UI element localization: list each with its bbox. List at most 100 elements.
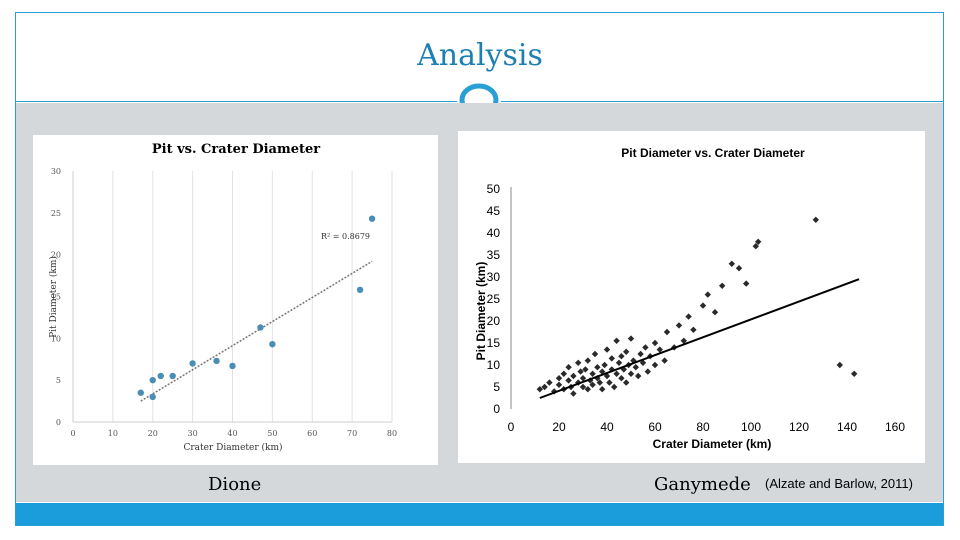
data-point bbox=[601, 361, 608, 369]
data-point bbox=[651, 361, 659, 369]
data-point bbox=[651, 339, 659, 347]
data-point bbox=[149, 376, 156, 384]
y-tick-label: 20 bbox=[487, 314, 501, 328]
data-point bbox=[623, 379, 630, 386]
data-point bbox=[565, 377, 572, 384]
data-point bbox=[627, 370, 635, 377]
data-point bbox=[704, 291, 711, 298]
x-axis-label: Crater Diameter (km) bbox=[653, 437, 772, 451]
x-tick-label: 0 bbox=[70, 429, 75, 438]
y-tick-label: 5 bbox=[56, 376, 61, 385]
x-tick-label: 60 bbox=[307, 429, 317, 438]
data-point bbox=[685, 313, 692, 320]
data-point bbox=[627, 335, 635, 342]
data-point bbox=[615, 359, 623, 366]
data-point bbox=[257, 324, 264, 331]
x-tick-label: 100 bbox=[741, 420, 761, 434]
y-tick-label: 15 bbox=[51, 293, 61, 302]
data-point bbox=[589, 370, 596, 377]
data-point bbox=[570, 372, 577, 380]
data-point bbox=[613, 370, 620, 377]
data-point bbox=[589, 381, 596, 388]
y-tick-label: 50 bbox=[487, 182, 501, 196]
y-tick-label: 5 bbox=[493, 380, 500, 394]
data-point bbox=[690, 326, 697, 333]
data-point bbox=[137, 389, 144, 396]
data-point bbox=[661, 357, 668, 364]
data-point bbox=[642, 344, 649, 351]
data-point bbox=[743, 280, 750, 287]
data-point bbox=[613, 337, 620, 344]
y-tick-label: 10 bbox=[487, 358, 501, 372]
data-point bbox=[269, 340, 276, 348]
data-point bbox=[579, 375, 587, 382]
data-point bbox=[812, 216, 819, 223]
data-point bbox=[149, 393, 156, 401]
data-point bbox=[851, 370, 858, 377]
y-tick-label: 15 bbox=[487, 336, 501, 350]
data-point bbox=[618, 353, 625, 360]
data-point bbox=[611, 383, 618, 391]
y-tick-label: 30 bbox=[487, 270, 501, 284]
x-tick-label: 80 bbox=[696, 420, 710, 434]
y-tick-label: 10 bbox=[51, 334, 61, 343]
x-tick-label: 80 bbox=[387, 429, 397, 438]
data-point bbox=[644, 368, 651, 375]
ganymede-scatter-chart: Pit Diameter vs. Crater Diameter 0 20 40 60 8… bbox=[474, 146, 905, 451]
data-point bbox=[675, 322, 683, 329]
data-point bbox=[560, 370, 567, 377]
data-point bbox=[584, 357, 591, 364]
r-squared-annotation: R² = 0.8679 bbox=[321, 232, 370, 241]
data-point bbox=[836, 361, 843, 369]
data-point bbox=[728, 260, 735, 267]
y-tick-label: 45 bbox=[487, 204, 501, 218]
x-tick-label: 40 bbox=[600, 420, 614, 434]
chart-title: Pit vs. Crater Diameter bbox=[152, 142, 320, 157]
x-tick-label: 40 bbox=[227, 429, 237, 438]
x-tick-label: 50 bbox=[267, 429, 277, 438]
data-point bbox=[368, 215, 376, 222]
data-point bbox=[570, 390, 577, 397]
x-tick-label: 10 bbox=[108, 429, 118, 438]
data-point bbox=[555, 375, 563, 382]
data-point bbox=[213, 357, 220, 365]
data-point bbox=[169, 372, 176, 380]
dione-chart-panel: Pit vs. Crater Diameter 0 10 20 30 40 50 60 70 80… bbox=[33, 135, 438, 465]
data-point bbox=[591, 350, 599, 358]
data-point bbox=[635, 372, 642, 380]
data-point bbox=[632, 364, 639, 371]
data-point bbox=[229, 362, 236, 370]
y-tick-label: 0 bbox=[56, 418, 61, 427]
x-tick-label: 0 bbox=[508, 420, 515, 434]
ganymede-caption: Ganymede bbox=[654, 474, 751, 495]
data-point bbox=[606, 379, 613, 386]
data-point bbox=[579, 383, 587, 391]
y-tick-label: 35 bbox=[487, 248, 501, 262]
x-tick-label: 20 bbox=[148, 429, 158, 438]
citation: (Alzate and Barlow, 2011) bbox=[765, 476, 913, 491]
data-point bbox=[599, 386, 606, 393]
trendline bbox=[539, 278, 860, 399]
x-tick-label: 60 bbox=[648, 420, 662, 434]
x-axis-label: Crater Diameter (km) bbox=[183, 442, 282, 453]
y-axis-label: Pit Diameter (km) bbox=[474, 262, 488, 361]
data-point bbox=[618, 375, 625, 382]
y-tick-label: 20 bbox=[51, 251, 61, 260]
data-point bbox=[157, 372, 164, 380]
data-point bbox=[663, 328, 671, 336]
data-point bbox=[356, 286, 364, 294]
data-point bbox=[594, 364, 601, 371]
y-tick-label: 0 bbox=[493, 402, 500, 416]
x-tick-label: 20 bbox=[552, 420, 566, 434]
y-axis-label: Pit Diameter (km) bbox=[48, 256, 59, 338]
x-tick-label: 70 bbox=[347, 429, 357, 438]
data-point bbox=[699, 302, 707, 309]
data-point bbox=[575, 359, 582, 366]
y-tick-label: 25 bbox=[51, 209, 61, 218]
y-tick-label: 30 bbox=[51, 167, 61, 176]
x-tick-label: 30 bbox=[188, 429, 198, 438]
x-tick-label: 140 bbox=[837, 420, 857, 434]
data-point bbox=[637, 350, 644, 358]
footer-bar bbox=[16, 503, 943, 525]
